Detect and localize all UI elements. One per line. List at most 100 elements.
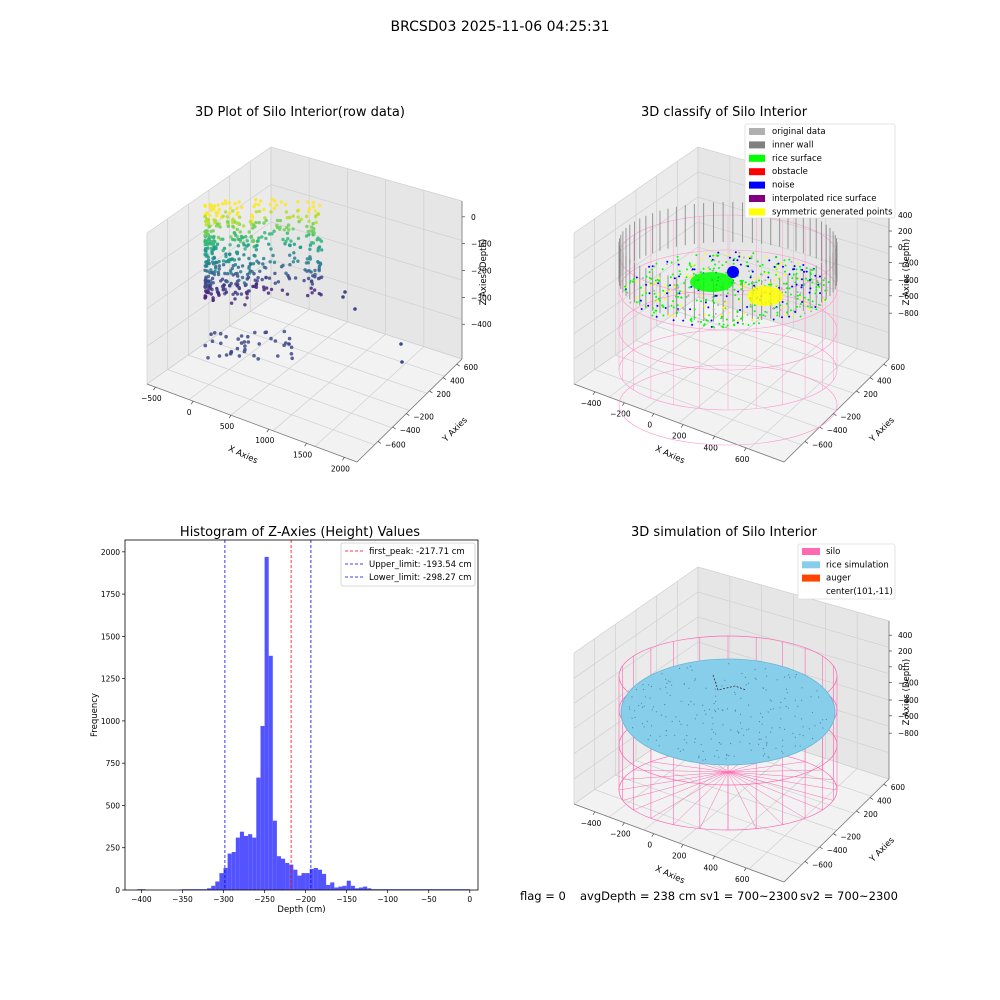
data-point bbox=[204, 223, 208, 227]
surface-point bbox=[686, 735, 688, 737]
grid-line bbox=[573, 196, 890, 284]
data-point bbox=[748, 270, 750, 273]
x-tick-label: 200 bbox=[672, 852, 687, 861]
surface-point bbox=[700, 743, 702, 746]
data-point bbox=[713, 294, 715, 297]
data-point bbox=[649, 282, 652, 285]
surface-point bbox=[646, 720, 648, 722]
x-tick bbox=[743, 447, 747, 452]
data-point bbox=[289, 352, 294, 356]
silo-floor-spoke bbox=[622, 771, 729, 801]
data-point bbox=[796, 297, 799, 300]
data-point bbox=[211, 260, 215, 264]
data-point bbox=[223, 210, 228, 214]
data-point bbox=[288, 263, 292, 267]
surface-point bbox=[794, 745, 796, 747]
silo-floor-spoke bbox=[727, 771, 823, 811]
data-point bbox=[206, 258, 211, 262]
surface-point bbox=[770, 700, 772, 702]
x-tick-label: 500 bbox=[220, 422, 235, 431]
surface-point bbox=[682, 749, 684, 751]
legend-label: Lower_limit: -298.27 cm bbox=[369, 573, 471, 583]
data-point bbox=[791, 277, 794, 280]
surface-point bbox=[649, 735, 652, 737]
data-point bbox=[692, 263, 695, 266]
data-point bbox=[789, 293, 792, 296]
surface-point bbox=[680, 723, 682, 725]
data-point bbox=[801, 301, 804, 303]
data-point bbox=[750, 257, 753, 260]
data-point bbox=[254, 248, 259, 252]
surface-point bbox=[761, 723, 763, 725]
data-point bbox=[722, 323, 725, 326]
surface-point bbox=[754, 677, 756, 679]
data-point bbox=[231, 224, 235, 229]
silo-floor-spoke bbox=[727, 771, 806, 819]
data-point bbox=[739, 283, 742, 286]
x-tick-label: 1000 bbox=[255, 436, 274, 445]
surface-point bbox=[785, 688, 788, 690]
data-point bbox=[725, 318, 728, 321]
x-tick-label: −200 bbox=[610, 410, 631, 419]
histogram-bar bbox=[293, 869, 298, 890]
data-point bbox=[242, 281, 247, 285]
data-point bbox=[824, 298, 827, 301]
y-tick-label: −200 bbox=[840, 833, 861, 842]
data-point bbox=[792, 273, 795, 276]
histogram-bar bbox=[309, 868, 314, 890]
data-point bbox=[686, 274, 689, 277]
data-point bbox=[313, 275, 317, 279]
data-point bbox=[306, 261, 311, 265]
data-point bbox=[265, 286, 269, 290]
plot3-histogram: −400 −350 −300 −250 −200 −150 −100 −50 0 0 250 500 7… bbox=[90, 539, 479, 915]
data-point bbox=[252, 223, 256, 228]
grid-line bbox=[677, 311, 872, 377]
data-point bbox=[243, 303, 247, 307]
data-point bbox=[242, 243, 246, 247]
data-point bbox=[318, 238, 322, 242]
surface-point bbox=[771, 727, 773, 729]
data-point bbox=[656, 278, 659, 281]
data-point bbox=[653, 311, 655, 314]
x-tick-label: 1500 bbox=[293, 450, 312, 459]
x-tick-label: 600 bbox=[735, 455, 750, 464]
data-point bbox=[811, 281, 814, 284]
legend-label: silo bbox=[826, 547, 840, 557]
data-point bbox=[733, 319, 735, 322]
z-tick-label: −200 bbox=[898, 259, 919, 268]
surface-point bbox=[819, 722, 822, 724]
data-point bbox=[712, 267, 715, 270]
surface-point bbox=[766, 743, 768, 745]
data-point bbox=[268, 260, 272, 264]
data-point bbox=[215, 288, 219, 292]
data-point bbox=[238, 237, 243, 242]
data-point bbox=[712, 308, 715, 311]
histogram-bar bbox=[387, 889, 392, 890]
data-point bbox=[717, 304, 719, 306]
data-point bbox=[224, 353, 229, 357]
data-point bbox=[712, 269, 715, 272]
surface-point bbox=[718, 756, 720, 758]
legend-label: noise bbox=[772, 181, 795, 191]
grid-line bbox=[573, 566, 890, 654]
data-point bbox=[702, 267, 705, 270]
data-point bbox=[280, 288, 285, 292]
data-point bbox=[224, 254, 228, 259]
legend-label: first_peak: -217.71 cm bbox=[369, 547, 465, 557]
legend-label: obstacle bbox=[772, 167, 808, 177]
grid-line bbox=[573, 296, 890, 385]
data-point bbox=[272, 206, 276, 211]
data-point bbox=[229, 349, 234, 354]
data-point bbox=[320, 248, 324, 252]
data-point bbox=[736, 321, 739, 324]
data-point bbox=[676, 292, 679, 295]
data-point bbox=[814, 274, 817, 277]
histogram-bar bbox=[445, 889, 450, 890]
plot4-title: 3D simulation of Silo Interior bbox=[631, 525, 818, 540]
data-point bbox=[734, 251, 737, 254]
data-point bbox=[808, 308, 811, 311]
data-point bbox=[758, 279, 760, 282]
data-point bbox=[210, 251, 214, 256]
data-point bbox=[704, 313, 707, 316]
grid-line bbox=[250, 311, 445, 377]
